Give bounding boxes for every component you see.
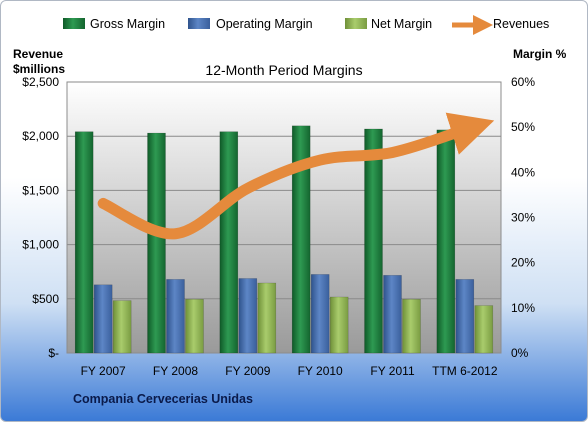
bar-gross-margin (291, 125, 311, 354)
plot-area (66, 81, 502, 354)
revenue-point (102, 202, 104, 204)
bar-net-margin (257, 282, 277, 354)
bar-net-margin (474, 305, 494, 354)
legend: Gross Margin Operating Margin Net Margin… (63, 15, 549, 35)
category-label: FY 2010 (298, 364, 343, 378)
bar-gross-margin (147, 132, 166, 354)
revenue-line-series (97, 112, 495, 240)
right-tick-label: 0% (511, 346, 529, 360)
revenue-point (464, 129, 466, 131)
chart-title: 12-Month Period Margins (205, 62, 362, 78)
left-axis-title-line1: Revenue (13, 47, 63, 61)
category-label: FY 2008 (153, 364, 198, 378)
revenue-point (175, 233, 176, 235)
legend-label-operating-margin: Operating Margin (216, 17, 313, 31)
legend-swatch-net-margin (345, 18, 367, 29)
category-label: FY 2007 (81, 364, 126, 378)
company-label: Compania Cervecerias Unidas (73, 392, 253, 406)
bar-net-margin (112, 300, 132, 354)
left-axis-title-line2: $millions (13, 62, 65, 76)
bar-net-margin (329, 296, 349, 354)
bar-operating-margin (238, 278, 258, 354)
category-label: FY 2011 (370, 364, 415, 378)
category-label: FY 2009 (225, 364, 270, 378)
bar-net-margin (185, 299, 204, 354)
gridlines (67, 81, 501, 300)
bar-gross-margin (74, 131, 94, 354)
right-axis-ticks: 0% 10% 20% 30% 40% 50% 60% (511, 75, 535, 360)
bar-series (74, 125, 494, 354)
bar-gross-margin (219, 131, 239, 354)
left-tick-label: $1,000 (22, 238, 59, 252)
bar-gross-margin (436, 129, 456, 354)
right-tick-label: 50% (511, 120, 535, 134)
category-axis-ticks: FY 2007 FY 2008 FY 2009 FY 2010 FY 2011 TTM 6… (81, 364, 498, 378)
bar-gross-margin (364, 128, 383, 354)
right-axis-title: Margin % (513, 47, 567, 61)
left-tick-label: $2,000 (22, 129, 59, 143)
category-label: TTM 6-2012 (432, 364, 498, 378)
revenue-point (247, 187, 249, 189)
revenue-point (319, 159, 321, 161)
right-tick-label: 60% (511, 75, 535, 89)
revenue-point (392, 151, 393, 153)
bar-operating-margin (93, 284, 113, 354)
right-tick-label: 20% (511, 256, 535, 270)
legend-label-gross-margin: Gross Margin (90, 17, 165, 31)
legend-swatch-operating-margin (188, 18, 210, 29)
left-tick-label: $1,500 (22, 183, 59, 197)
left-tick-label: $500 (32, 292, 59, 306)
left-tick-label: $- (48, 346, 59, 360)
bar-operating-margin (455, 279, 475, 354)
bar-operating-margin (383, 275, 402, 354)
right-tick-label: 30% (511, 211, 535, 225)
bar-operating-margin (166, 279, 185, 354)
bar-net-margin (402, 299, 421, 354)
revenue-line (97, 112, 495, 240)
left-axis-ticks: $- $500 $1,000 $1,500 $2,000 $2,500 (22, 75, 59, 360)
left-tick-label: $2,500 (22, 75, 59, 89)
legend-swatch-gross-margin (63, 18, 85, 29)
right-tick-label: 40% (511, 165, 535, 179)
bar-operating-margin (310, 274, 330, 354)
right-tick-label: 10% (511, 301, 535, 315)
legend-label-net-margin: Net Margin (371, 17, 432, 31)
legend-label-revenues: Revenues (493, 17, 549, 31)
